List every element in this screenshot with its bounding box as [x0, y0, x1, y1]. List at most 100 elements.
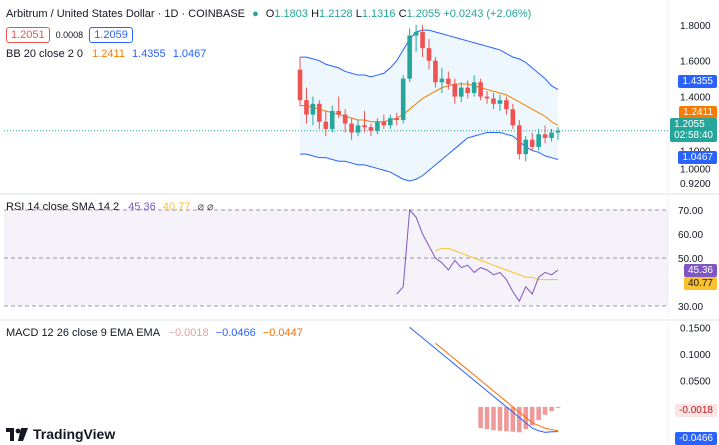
rsi-axis-tick: 30.00 [678, 302, 703, 313]
price-axis-tick: 0.9200 [680, 179, 711, 190]
macd-axis-tick: 0.1500 [680, 323, 711, 334]
bb-upper-tag: 1.4355 [678, 75, 717, 88]
rsi-axis-tick: 50.00 [678, 254, 703, 265]
last-price-tag: 1.2055 02:58:40 [670, 118, 717, 142]
candle-body [323, 121, 329, 129]
candle-body [484, 96, 490, 99]
candle-body [549, 132, 554, 138]
candle-body [555, 130, 561, 133]
bb-upper-line [300, 29, 559, 90]
rsi-sma-tag: 40.77 [683, 277, 717, 290]
bb-legend-label: BB 20 close 2 0 [6, 48, 84, 60]
tradingview-logo[interactable]: TradingView [6, 426, 115, 442]
rsi-axis-tick: 60.00 [678, 230, 703, 241]
rsi-legend[interactable]: RSI 14 close SMA 14 2 45.36 40.77 ⌀ ⌀ [6, 200, 214, 213]
macd-signal-value: −0.0447 [262, 327, 303, 339]
macd-hist-value: −0.0018 [168, 327, 209, 339]
candle-body [471, 82, 477, 94]
macd-histogram-bar [555, 406, 561, 408]
bb-lower-tag: 1.0467 [678, 151, 717, 164]
bb-legend[interactable]: BB 20 close 2 0 1.2411 1.4355 1.0467 [6, 48, 206, 60]
sell-price-button[interactable]: 1.2051 [6, 27, 50, 43]
candle-body [329, 110, 335, 129]
candle-body [413, 31, 419, 36]
candle-body [426, 48, 432, 61]
candle-body [400, 78, 406, 120]
ohlc-open: O1.1803 [265, 8, 309, 20]
macd-hist-tag: -0.0018 [675, 404, 717, 417]
candle-body [504, 100, 509, 110]
macd-signal-line [435, 342, 559, 432]
candle-body [478, 82, 483, 97]
macd-histogram-bar [484, 406, 490, 430]
buy-price-button[interactable]: 1.2059 [89, 27, 133, 43]
candle-body [529, 139, 535, 147]
market-open-dot-icon: ● [252, 8, 259, 20]
candle-body [510, 109, 516, 126]
price-axis-tick: 1.8000 [680, 21, 711, 32]
bid-ask-row: 1.2051 0.0008 1.2059 [6, 27, 133, 43]
macd-line-value: −0.0466 [215, 327, 256, 339]
macd-histogram-bar [504, 406, 509, 432]
candle-body [542, 134, 548, 138]
macd-histogram-bar [491, 406, 496, 431]
macd-legend[interactable]: MACD 12 26 close 9 EMA EMA −0.0018 −0.04… [6, 327, 303, 339]
candle-body [491, 98, 496, 104]
bb-lower-value: 1.0467 [172, 48, 207, 60]
rsi-line [396, 208, 559, 303]
bb-lower-line [300, 132, 559, 182]
macd-histogram-bar [497, 406, 503, 431]
rsi-value-tag: 45.36 [683, 264, 717, 277]
candle-body [362, 125, 367, 128]
rsi-axis-tick: 70.00 [678, 206, 703, 217]
candle-body [297, 69, 303, 101]
candle-body [381, 121, 387, 126]
symbol-title: Arbitrum / United States Dollar · 1D · C… [6, 8, 246, 20]
candle-body [304, 100, 309, 115]
macd-histogram-bar [542, 406, 548, 415]
candle-body [465, 87, 470, 94]
macd-axis-tick: 0.0500 [680, 376, 711, 387]
price-axis-tick: 1.0000 [680, 164, 711, 175]
last-price-value: 1.2055 [674, 119, 705, 130]
rsi-value: 45.36 [128, 201, 156, 213]
rsi-extra-values: ⌀ ⌀ [197, 201, 214, 213]
candle-body [407, 35, 412, 79]
price-axis-tick: 1.6000 [680, 57, 711, 68]
price-axis-tick: 1.4000 [680, 93, 711, 104]
candle-body [439, 78, 445, 83]
candle-body [388, 118, 393, 126]
bb-band-fill [300, 30, 558, 182]
macd-histogram-bar [529, 406, 535, 426]
candle-body [433, 60, 438, 83]
candle-body [452, 84, 458, 97]
tradingview-logo-icon [6, 427, 28, 441]
candle-body [355, 125, 361, 133]
ohlc-close: C1.2055 [398, 8, 441, 20]
candle-body [394, 118, 400, 120]
macd-line-tag: -0.0466 [675, 432, 717, 445]
candle-body [375, 121, 380, 131]
candle-body [342, 114, 348, 124]
bb-upper-value: 1.4355 [132, 48, 166, 60]
candle-body [368, 127, 374, 131]
macd-histogram-bar [536, 406, 541, 421]
macd-histogram-bar [549, 406, 554, 412]
spread-value: 0.0008 [55, 30, 84, 40]
ohlc-low: L1.1316 [355, 8, 396, 20]
macd-histogram-bar [517, 406, 522, 433]
candle-body [349, 123, 354, 133]
rsi-sma-value: 40.77 [162, 201, 191, 213]
bb-basis-value: 1.2411 [92, 48, 125, 60]
macd-axis-tick: 0.1000 [680, 350, 711, 361]
macd-histogram-bar [510, 406, 516, 432]
macd-legend-label: MACD 12 26 close 9 EMA EMA [6, 327, 160, 339]
candle-body [523, 139, 529, 155]
rsi-legend-label: RSI 14 close SMA 14 2 [6, 201, 120, 213]
ohlc-high: H1.2128 [311, 8, 353, 20]
candle-body [497, 100, 503, 104]
candle-body [310, 103, 316, 115]
candle-body [317, 103, 322, 122]
macd-histogram-bar [478, 406, 483, 429]
